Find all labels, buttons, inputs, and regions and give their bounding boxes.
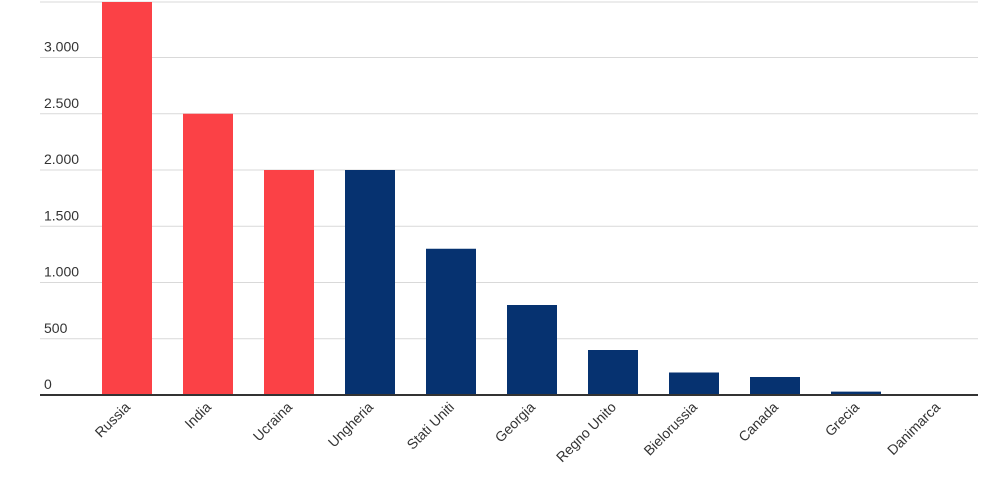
bar-ucraina [264, 170, 314, 395]
bars [102, 2, 962, 395]
y-tick-label: 1.500 [44, 207, 79, 223]
y-axis-ticks: 0 500 1.000 1.500 2.000 2.500 3.000 [44, 39, 79, 393]
x-tick-label: Regno Unito [553, 399, 619, 465]
x-tick-label: Russia [92, 399, 134, 441]
bar-canada [750, 377, 800, 395]
y-tick-label: 1.000 [44, 264, 79, 280]
bar-grecia [831, 391, 881, 395]
y-tick-label: 2.500 [44, 95, 79, 111]
x-tick-label: Grecia [822, 399, 863, 440]
grid-layer [40, 1, 978, 340]
y-tick-label: 0 [44, 376, 52, 392]
bar-bielorussia [669, 372, 719, 395]
bar-georgia [507, 305, 557, 395]
x-axis-labels: Russia India Ucraina Ungheria Stati Uniti Geo… [92, 399, 944, 465]
y-tick-label: 2.000 [44, 151, 79, 167]
x-tick-label: India [181, 399, 214, 432]
y-tick-label: 500 [44, 320, 68, 336]
x-tick-label: Bielorussia [640, 399, 700, 459]
bar-india [183, 113, 233, 395]
x-tick-label: Georgia [492, 399, 539, 446]
y-tick-label: 3.000 [44, 39, 79, 55]
x-tick-label: Danimarca [884, 399, 943, 458]
bar-stati-uniti [426, 248, 476, 395]
bar-regno-unito [588, 350, 638, 395]
x-tick-label: Ungheria [325, 399, 377, 451]
bar-ungheria [345, 170, 395, 395]
bar-russia [102, 2, 152, 395]
x-tick-label: Canada [735, 399, 781, 445]
x-tick-label: Ucraina [250, 399, 296, 445]
x-tick-label: Stati Uniti [403, 399, 457, 453]
